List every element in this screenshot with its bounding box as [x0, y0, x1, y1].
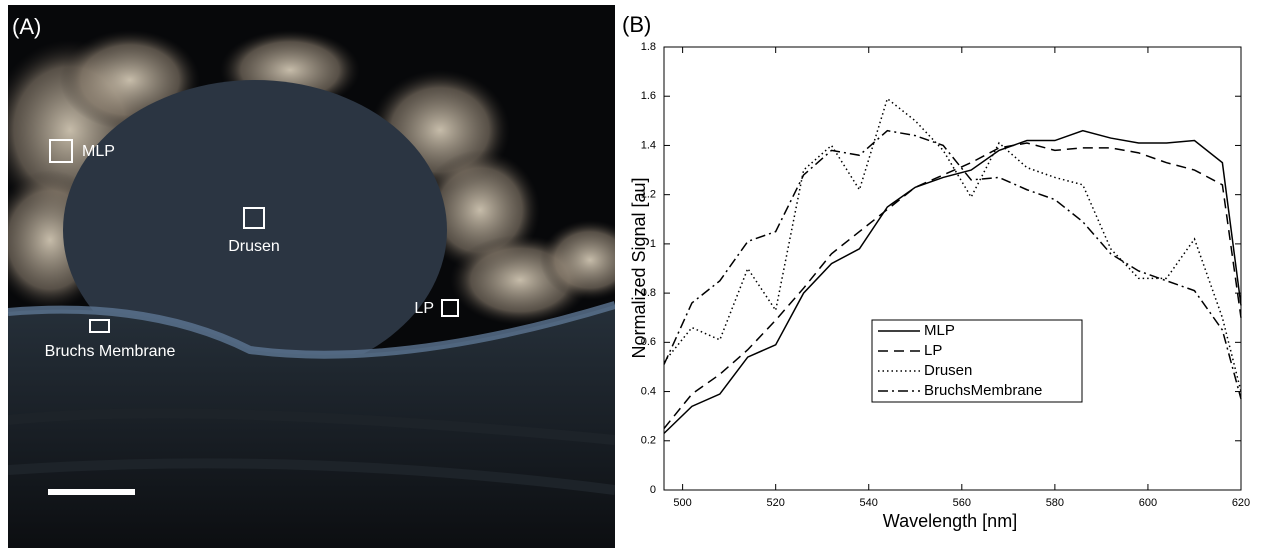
- y-tick-label: 0.2: [641, 435, 656, 447]
- x-tick-label: 580: [1046, 497, 1064, 509]
- region-label: LP: [414, 300, 434, 317]
- region-label: Bruchs Membrane: [45, 343, 176, 360]
- legend-label: MLP: [924, 322, 955, 339]
- plot-area: [663, 46, 1242, 491]
- series-line: [663, 97, 1242, 392]
- y-tick-label: 0.8: [641, 287, 656, 299]
- region-label: MLP: [82, 143, 115, 160]
- series-line: [663, 129, 1242, 400]
- y-tick-label: 0.4: [641, 385, 656, 397]
- y-tick-label: 0: [650, 484, 656, 496]
- legend-box: [871, 319, 1083, 403]
- x-axis-label: Wavelength [nm]: [883, 511, 1017, 531]
- y-tick-label: 0.6: [641, 336, 656, 348]
- x-tick-label: 520: [766, 497, 784, 509]
- x-tick-label: 540: [860, 497, 878, 509]
- y-tick-label: 1.2: [641, 189, 656, 201]
- panel-label: (B): [622, 12, 651, 37]
- legend-label: LP: [924, 342, 942, 359]
- y-tick-label: 1: [650, 238, 656, 250]
- x-tick-label: 620: [1232, 497, 1250, 509]
- x-tick-label: 500: [673, 497, 691, 509]
- legend-label: Drusen: [924, 362, 972, 379]
- micrograph: [8, 5, 615, 548]
- panel-label: (A): [12, 14, 41, 39]
- y-tick-label: 1.8: [641, 41, 656, 53]
- y-axis-label: Normalized Signal [au]: [629, 177, 649, 358]
- x-tick-label: 600: [1139, 497, 1157, 509]
- series-line: [663, 142, 1242, 429]
- region-label: Drusen: [228, 238, 280, 255]
- x-tick-label: 560: [953, 497, 971, 509]
- y-tick-label: 1.6: [641, 90, 656, 102]
- series-line: [663, 129, 1242, 434]
- legend-label: BruchsMembrane: [924, 382, 1042, 399]
- y-tick-label: 1.4: [641, 139, 656, 151]
